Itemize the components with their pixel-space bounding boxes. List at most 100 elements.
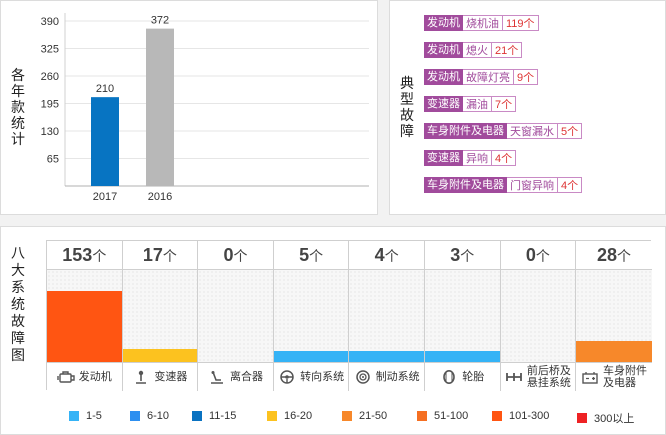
system-label[interactable]: 发动机 xyxy=(47,362,122,391)
fault-system-tag: 车身附件及电器 xyxy=(424,123,507,139)
brake-disc-icon xyxy=(355,370,370,384)
legend-item: 51-100 xyxy=(417,410,468,422)
system-plot-area xyxy=(47,270,122,362)
system-count: 4个 xyxy=(349,241,424,270)
system-column: 0个离合器 xyxy=(198,241,274,391)
fault-system-tag: 变速器 xyxy=(424,150,463,166)
legend-swatch xyxy=(342,411,352,421)
legend-swatch xyxy=(130,411,140,421)
system-count: 3个 xyxy=(425,241,500,270)
fault-count: 119个 xyxy=(503,15,539,31)
system-label[interactable]: 离合器 xyxy=(198,362,273,391)
system-label[interactable]: 转向系统 xyxy=(273,362,349,391)
system-count: 17个 xyxy=(122,241,198,270)
x-tick-label: 2017 xyxy=(93,191,117,203)
system-count: 5个 xyxy=(273,241,349,270)
fault-system-tag: 车身附件及电器 xyxy=(424,177,507,193)
bar-2016 xyxy=(146,28,174,186)
system-plot-area xyxy=(349,270,424,362)
legend-item: 101-300 xyxy=(492,410,549,422)
fault-system-tag: 发动机 xyxy=(424,42,463,58)
legend-label: 11-15 xyxy=(209,410,237,422)
x-tick-label: 2016 xyxy=(148,191,172,203)
system-plot-area xyxy=(425,270,500,362)
legend-swatch xyxy=(69,411,79,421)
system-label[interactable]: 轮胎 xyxy=(425,362,500,391)
system-label[interactable]: 车身附件 及电器 xyxy=(576,362,652,391)
system-count: 153个 xyxy=(47,241,122,270)
system-column: 153个发动机 xyxy=(47,241,123,391)
fault-row[interactable]: 发动机 熄火 21个 xyxy=(424,42,523,58)
fault-name: 天窗漏水 xyxy=(507,123,558,139)
legend-swatch xyxy=(417,411,427,421)
fault-row[interactable]: 车身附件及电器 天窗漏水 5个 xyxy=(424,123,583,139)
system-label[interactable]: 制动系统 xyxy=(349,362,424,391)
fault-name: 异响 xyxy=(463,150,492,166)
system-name: 车身附件 及电器 xyxy=(602,365,647,389)
fault-count: 4个 xyxy=(558,177,583,193)
system-bar xyxy=(122,349,198,362)
system-label[interactable]: 前后桥及 悬挂系统 xyxy=(500,362,576,391)
legend-label: 1-5 xyxy=(86,410,102,422)
system-plot-area xyxy=(198,270,273,362)
data-label: 372 xyxy=(151,15,169,27)
typical-faults-title: 典型故障 xyxy=(400,75,414,139)
fault-row[interactable]: 发动机 烧机油 119个 xyxy=(424,15,539,31)
axle-icon xyxy=(505,373,522,381)
system-bar xyxy=(576,341,652,362)
legend-item: 21-50 xyxy=(342,410,387,422)
legend-item: 11-15 xyxy=(192,410,236,422)
system-name: 变速器 xyxy=(154,371,188,383)
legend-swatch xyxy=(192,411,202,421)
system-column: 3个轮胎 xyxy=(425,241,501,391)
legend-label: 21-50 xyxy=(359,410,388,422)
system-bar xyxy=(47,291,122,362)
fault-name: 漏油 xyxy=(463,96,492,112)
fault-count: 5个 xyxy=(558,123,583,139)
y-tick-label: 390 xyxy=(41,16,59,28)
fault-name: 烧机油 xyxy=(463,15,503,31)
system-name: 发动机 xyxy=(78,371,112,383)
system-plot-area xyxy=(273,270,349,362)
system-label[interactable]: 变速器 xyxy=(122,362,198,391)
engine-icon xyxy=(57,371,75,383)
tire-icon xyxy=(443,370,456,384)
system-name: 前后桥及 悬挂系统 xyxy=(526,365,571,389)
system-column: 28个车身附件 及电器 xyxy=(576,241,652,391)
fault-system-tag: 变速器 xyxy=(424,96,463,112)
y-tick-label: 130 xyxy=(41,126,59,138)
system-name: 轮胎 xyxy=(462,371,485,383)
legend-label: 16-20 xyxy=(284,410,313,422)
clutch-pedal-icon xyxy=(210,371,223,384)
fault-row[interactable]: 变速器 漏油 7个 xyxy=(424,96,517,112)
system-count: 0个 xyxy=(198,241,273,270)
y-tick-label: 195 xyxy=(41,99,59,111)
system-column: 17个变速器 xyxy=(122,241,199,391)
legend-swatch xyxy=(577,413,587,423)
legend-item: 1-5 xyxy=(69,410,102,422)
legend-swatch xyxy=(492,411,502,421)
legend-label: 51-100 xyxy=(434,410,469,422)
fault-row[interactable]: 发动机 故障灯亮 9个 xyxy=(424,69,539,85)
system-name: 离合器 xyxy=(229,371,263,383)
system-fault-grid: 153个 发动机 17个 变速器 0个 离合器 5个 转向系统 4个 制动系统 3个 轮胎 0个 前后桥及… xyxy=(46,240,652,391)
legend-swatch xyxy=(267,411,277,421)
system-column: 0个前后桥及 悬挂系统 xyxy=(500,241,577,391)
fault-row[interactable]: 车身附件及电器 门窗异响 4个 xyxy=(424,177,583,193)
system-count: 0个 xyxy=(500,241,576,270)
data-label: 210 xyxy=(96,83,114,95)
fault-row[interactable]: 变速器 异响 4个 xyxy=(424,150,517,166)
year-bar-chart: 65 130 195 260 325 390 210 2017 372 2016 xyxy=(41,13,369,203)
system-plot-area xyxy=(576,270,652,362)
legend-label: 6-10 xyxy=(147,410,170,422)
bar-2017 xyxy=(91,97,119,186)
system-plot-area xyxy=(500,270,576,362)
system-count: 28个 xyxy=(576,241,652,270)
gear-shift-icon xyxy=(136,370,147,384)
fault-name: 门窗异响 xyxy=(507,177,558,193)
fault-count: 4个 xyxy=(492,150,517,166)
legend-label: 101-300 xyxy=(509,410,550,422)
steering-wheel-icon xyxy=(280,370,294,384)
fault-system-tag: 发动机 xyxy=(424,69,463,85)
system-bar xyxy=(349,351,424,362)
